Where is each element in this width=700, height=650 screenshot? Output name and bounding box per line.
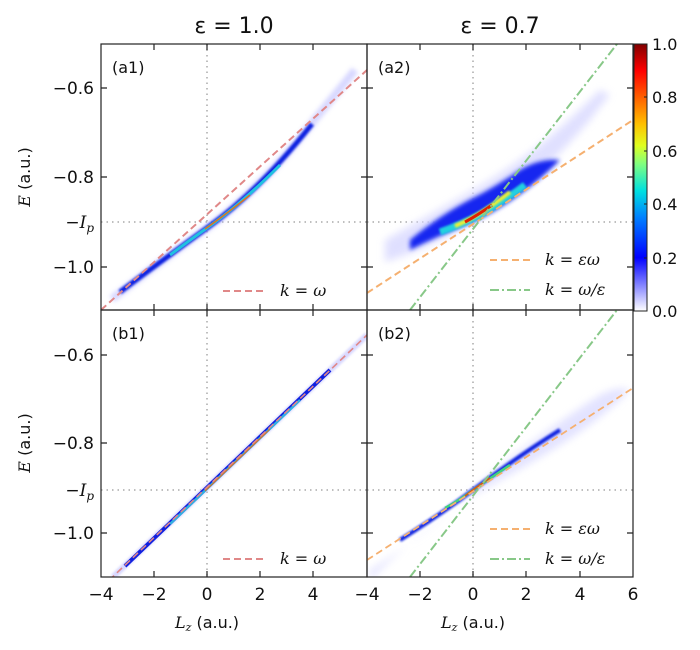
- distribution-halo: [109, 67, 359, 303]
- svg-text:2: 2: [255, 585, 266, 605]
- svg-text:1.0: 1.0: [652, 35, 677, 54]
- k-equals-omega-line: [101, 69, 367, 310]
- svg-text:−4: −4: [88, 585, 113, 605]
- panel-b1: (b1) k = ω: [100, 309, 368, 578]
- y-tick-labels: −0.6 −0.8 −1.0 −0.6 −0.8 −1.0 −Ip −Ip: [53, 79, 95, 544]
- panel-label-b2: (b2): [378, 324, 411, 343]
- svg-text:0.6: 0.6: [652, 142, 677, 161]
- svg-text:−4: −4: [354, 585, 379, 605]
- colorbar: 1.0 0.8 0.6 0.4 0.2 0.0: [633, 35, 677, 321]
- column-title-eps-07: ε = 0.7: [460, 14, 539, 39]
- svg-text:4: 4: [575, 585, 586, 605]
- y-axis-label-top: E (a.u.): [15, 147, 34, 207]
- distribution-peak: [204, 428, 271, 492]
- axis-ticks: [101, 44, 633, 577]
- k-equals-eps-omega-line: [367, 387, 633, 561]
- svg-text:−2: −2: [407, 585, 432, 605]
- panel-label-a1: (a1): [112, 58, 144, 77]
- svg-text:−0.6: −0.6: [53, 346, 94, 366]
- distribution-body: [410, 159, 560, 250]
- svg-text:6: 6: [628, 585, 639, 605]
- svg-text:0.8: 0.8: [652, 88, 677, 107]
- y-axis-label-bottom: E (a.u.): [15, 413, 34, 473]
- k-equals-omega-line: [111, 334, 367, 577]
- distribution-peak: [464, 203, 493, 224]
- panel-label-b1: (b1): [112, 324, 145, 343]
- svg-text:−0.8: −0.8: [53, 168, 94, 188]
- legend-k-omega: k = ω: [280, 549, 326, 568]
- distribution-peak: [204, 194, 251, 230]
- ip-label-top: −Ip: [65, 213, 94, 235]
- distribution-halo: [370, 388, 630, 577]
- legend-k-omega: k = ω: [280, 281, 326, 300]
- x-tick-labels: −4 −2 0 2 4 −4 −2 0 2 4 6: [88, 585, 638, 605]
- x-axis-label-left: Lz (a.u.): [174, 613, 239, 634]
- legend-k-eps-omega: k = εω: [545, 519, 600, 538]
- panel-label-a2: (a2): [378, 58, 410, 77]
- distribution-peak: [464, 477, 491, 497]
- svg-text:0: 0: [202, 585, 213, 605]
- k-equals-omega-over-eps-line: [409, 44, 618, 310]
- legend-k-omega-over-eps: k = ω/ε: [545, 280, 605, 299]
- svg-text:−0.8: −0.8: [53, 434, 94, 454]
- svg-text:0.0: 0.0: [652, 302, 677, 321]
- legend-k-eps-omega: k = εω: [545, 250, 600, 269]
- panel-a1: (a1) k = ω: [100, 43, 368, 311]
- svg-text:4: 4: [308, 585, 319, 605]
- panel-a2: (a2) k = εω k = ω/ε: [366, 43, 634, 311]
- panel-b2: (b2) k = εω k = ω/ε: [366, 309, 634, 578]
- svg-text:0.2: 0.2: [652, 249, 677, 268]
- svg-text:−0.6: −0.6: [53, 79, 94, 99]
- k-equals-eps-omega-line: [367, 119, 633, 294]
- svg-text:2: 2: [521, 585, 532, 605]
- svg-text:0: 0: [468, 585, 479, 605]
- column-title-eps-1: ε = 1.0: [194, 14, 273, 39]
- svg-text:−1.0: −1.0: [53, 258, 94, 278]
- legend-k-omega-over-eps: k = ω/ε: [545, 549, 605, 568]
- k-equals-omega-over-eps-line: [409, 310, 618, 577]
- ip-label-bottom: −Ip: [65, 481, 94, 503]
- svg-text:−2: −2: [141, 585, 166, 605]
- svg-text:0.4: 0.4: [652, 195, 677, 214]
- x-axis-label-right: Lz (a.u.): [440, 613, 505, 634]
- svg-text:−1.0: −1.0: [53, 524, 94, 544]
